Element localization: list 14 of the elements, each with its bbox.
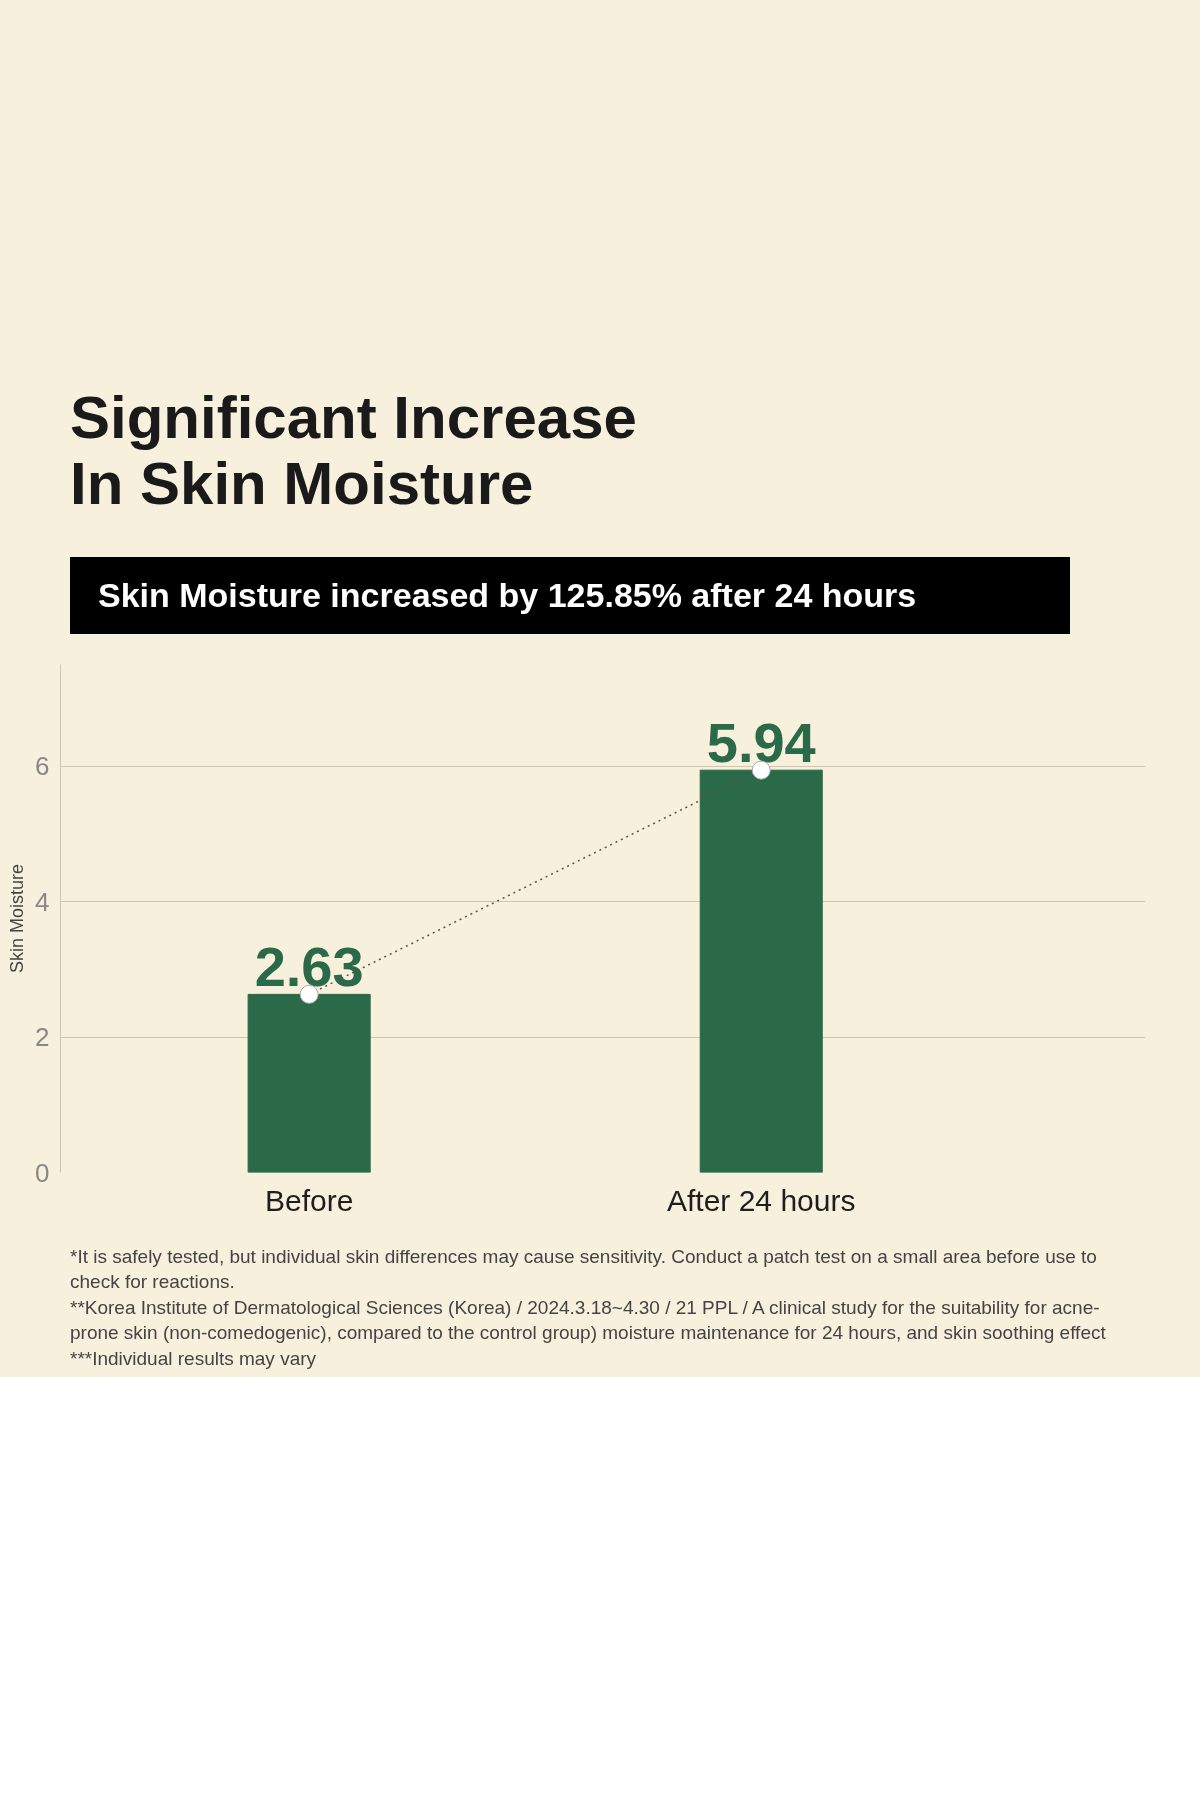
data-label: 5.94 <box>706 710 816 774</box>
chart-title: Significant Increase In Skin Moisture <box>70 384 637 517</box>
text: *It is safely tested, but individual skin differences may cause sensitivity. Conduct a patch test on a small area before use to check for reactions. <box>70 1245 1097 1293</box>
x-tick-label: After 24 hours <box>667 1183 856 1217</box>
x-tick-label: Before <box>264 1183 354 1217</box>
chart-subtitle: Skin Moisture increased by 125.85% after 24 hours <box>98 575 917 616</box>
y-axis-title: Skin Moisture <box>7 863 28 973</box>
text: ***Individual results may vary <box>70 1348 317 1370</box>
data-label: 2.63 <box>254 934 364 998</box>
y-tick-label: 2 <box>35 1021 50 1052</box>
y-tick-label: 6 <box>35 750 50 781</box>
text: **Korea Institute of Dermatological Sciences (Korea) / 2024.3.18~4.30 / 21 PPL / A clinical study for the suitability for acne-prone skin (non-comedogenic), compared to the control group) moisture maintenance for 24 hours, and skin soothing effect <box>70 1296 1106 1344</box>
y-tick-label: 0 <box>35 1157 50 1188</box>
y-tick-label: 4 <box>35 886 50 917</box>
